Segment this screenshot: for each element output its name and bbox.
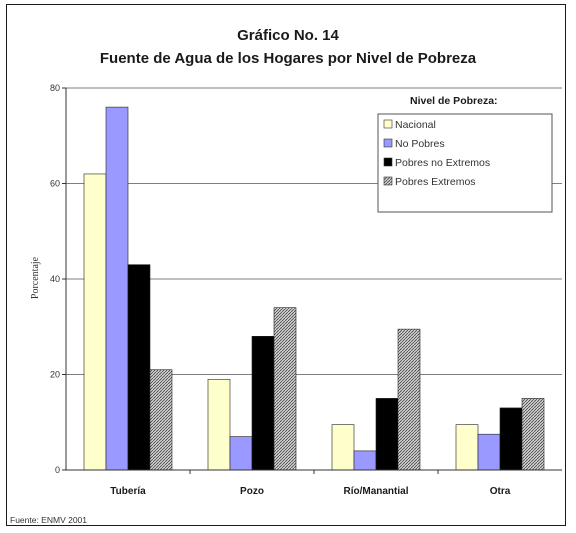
legend-swatch bbox=[383, 157, 393, 167]
bar-no-pobres bbox=[353, 450, 377, 471]
x-tick-label: Otra bbox=[490, 486, 511, 497]
x-tick-label: Pozo bbox=[240, 486, 264, 497]
bar-no-pobres bbox=[105, 106, 129, 471]
x-tick-label: Tubería bbox=[110, 486, 146, 497]
bar-nacional bbox=[331, 424, 355, 471]
chart-subtitle: Fuente de Agua de los Hogares por Nivel … bbox=[100, 50, 477, 67]
bar-pobres-no-extremos bbox=[251, 335, 275, 471]
source-note: Fuente: ENMV 2001 bbox=[10, 515, 87, 525]
bar-nacional bbox=[207, 378, 231, 471]
legend-entry: Pobres Extremos bbox=[395, 176, 476, 188]
axes: 0 20 40 60 80 Tubería Pozo Río/Manantial Otra bbox=[50, 83, 562, 497]
legend-swatch bbox=[383, 176, 393, 186]
bar-pobres-no-extremos bbox=[499, 407, 523, 471]
chart-title: Gráfico No. 14 bbox=[237, 27, 339, 44]
y-tick-label: 80 bbox=[50, 83, 60, 93]
legend: Nivel de Pobreza: Nacional No Pobres Pobre… bbox=[377, 95, 553, 213]
bar-pobres-extremos bbox=[521, 398, 545, 471]
y-tick-label: 0 bbox=[55, 465, 60, 475]
bar-pobres-extremos bbox=[149, 369, 173, 471]
y-axis-label: Porcentaje bbox=[30, 256, 41, 299]
legend-entry: Nacional bbox=[395, 119, 436, 131]
legend-box bbox=[377, 113, 553, 213]
bar-pobres-no-extremos bbox=[375, 398, 399, 471]
bar-pobres-extremos bbox=[397, 328, 421, 471]
legend-entry: No Pobres bbox=[395, 138, 445, 150]
y-tick-label: 60 bbox=[50, 179, 60, 189]
bar-no-pobres bbox=[229, 436, 253, 471]
bar-nacional bbox=[83, 173, 107, 471]
legend-swatch bbox=[383, 138, 393, 148]
bar-pobres-extremos bbox=[273, 307, 297, 471]
bar-nacional bbox=[455, 424, 479, 471]
legend-title: Nivel de Pobreza: bbox=[410, 95, 498, 107]
y-tick-label: 20 bbox=[50, 370, 60, 380]
legend-swatch bbox=[383, 119, 393, 129]
y-tick-label: 40 bbox=[50, 274, 60, 284]
bars bbox=[83, 106, 545, 471]
x-tick-label: Río/Manantial bbox=[343, 486, 408, 497]
legend-entry: Pobres no Extremos bbox=[395, 157, 490, 169]
bar-no-pobres bbox=[477, 433, 501, 471]
bar-pobres-no-extremos bbox=[127, 264, 151, 471]
